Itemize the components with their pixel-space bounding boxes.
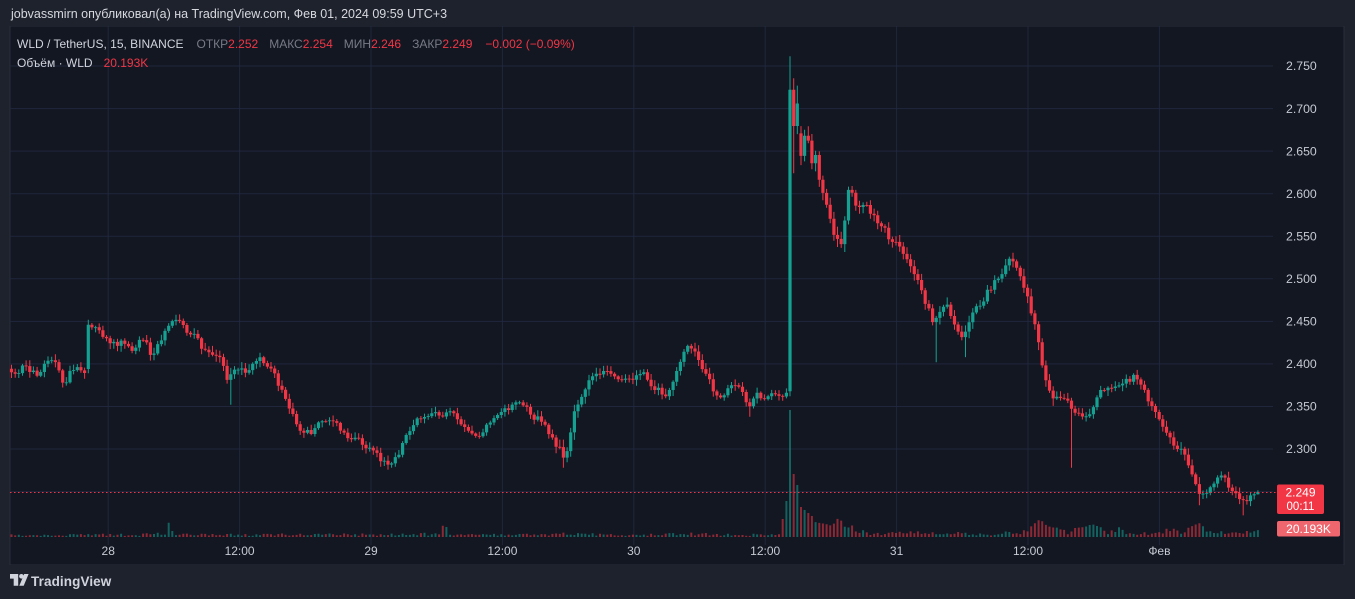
svg-text:2.550: 2.550 [1286, 229, 1317, 243]
svg-text:12:00: 12:00 [750, 544, 780, 558]
svg-text:Фев: Фев [1148, 544, 1170, 558]
svg-text:20.193K: 20.193K [1286, 522, 1331, 536]
svg-text:30: 30 [627, 544, 641, 558]
svg-text:2.600: 2.600 [1286, 187, 1317, 201]
svg-text:2.300: 2.300 [1286, 442, 1317, 456]
svg-text:2.650: 2.650 [1286, 144, 1317, 158]
svg-text:31: 31 [890, 544, 904, 558]
svg-text:2.450: 2.450 [1286, 315, 1317, 329]
svg-text:2.500: 2.500 [1286, 272, 1317, 286]
svg-text:12:00: 12:00 [487, 544, 517, 558]
svg-text:2.750: 2.750 [1286, 59, 1317, 73]
svg-text:2.350: 2.350 [1286, 400, 1317, 414]
svg-text:00:11: 00:11 [1287, 501, 1315, 513]
svg-text:2.700: 2.700 [1286, 102, 1317, 116]
svg-text:28: 28 [102, 544, 116, 558]
svg-text:12:00: 12:00 [1013, 544, 1043, 558]
svg-text:12:00: 12:00 [225, 544, 255, 558]
svg-text:2.400: 2.400 [1286, 357, 1317, 371]
svg-text:2.249: 2.249 [1285, 486, 1315, 500]
svg-text:29: 29 [364, 544, 378, 558]
